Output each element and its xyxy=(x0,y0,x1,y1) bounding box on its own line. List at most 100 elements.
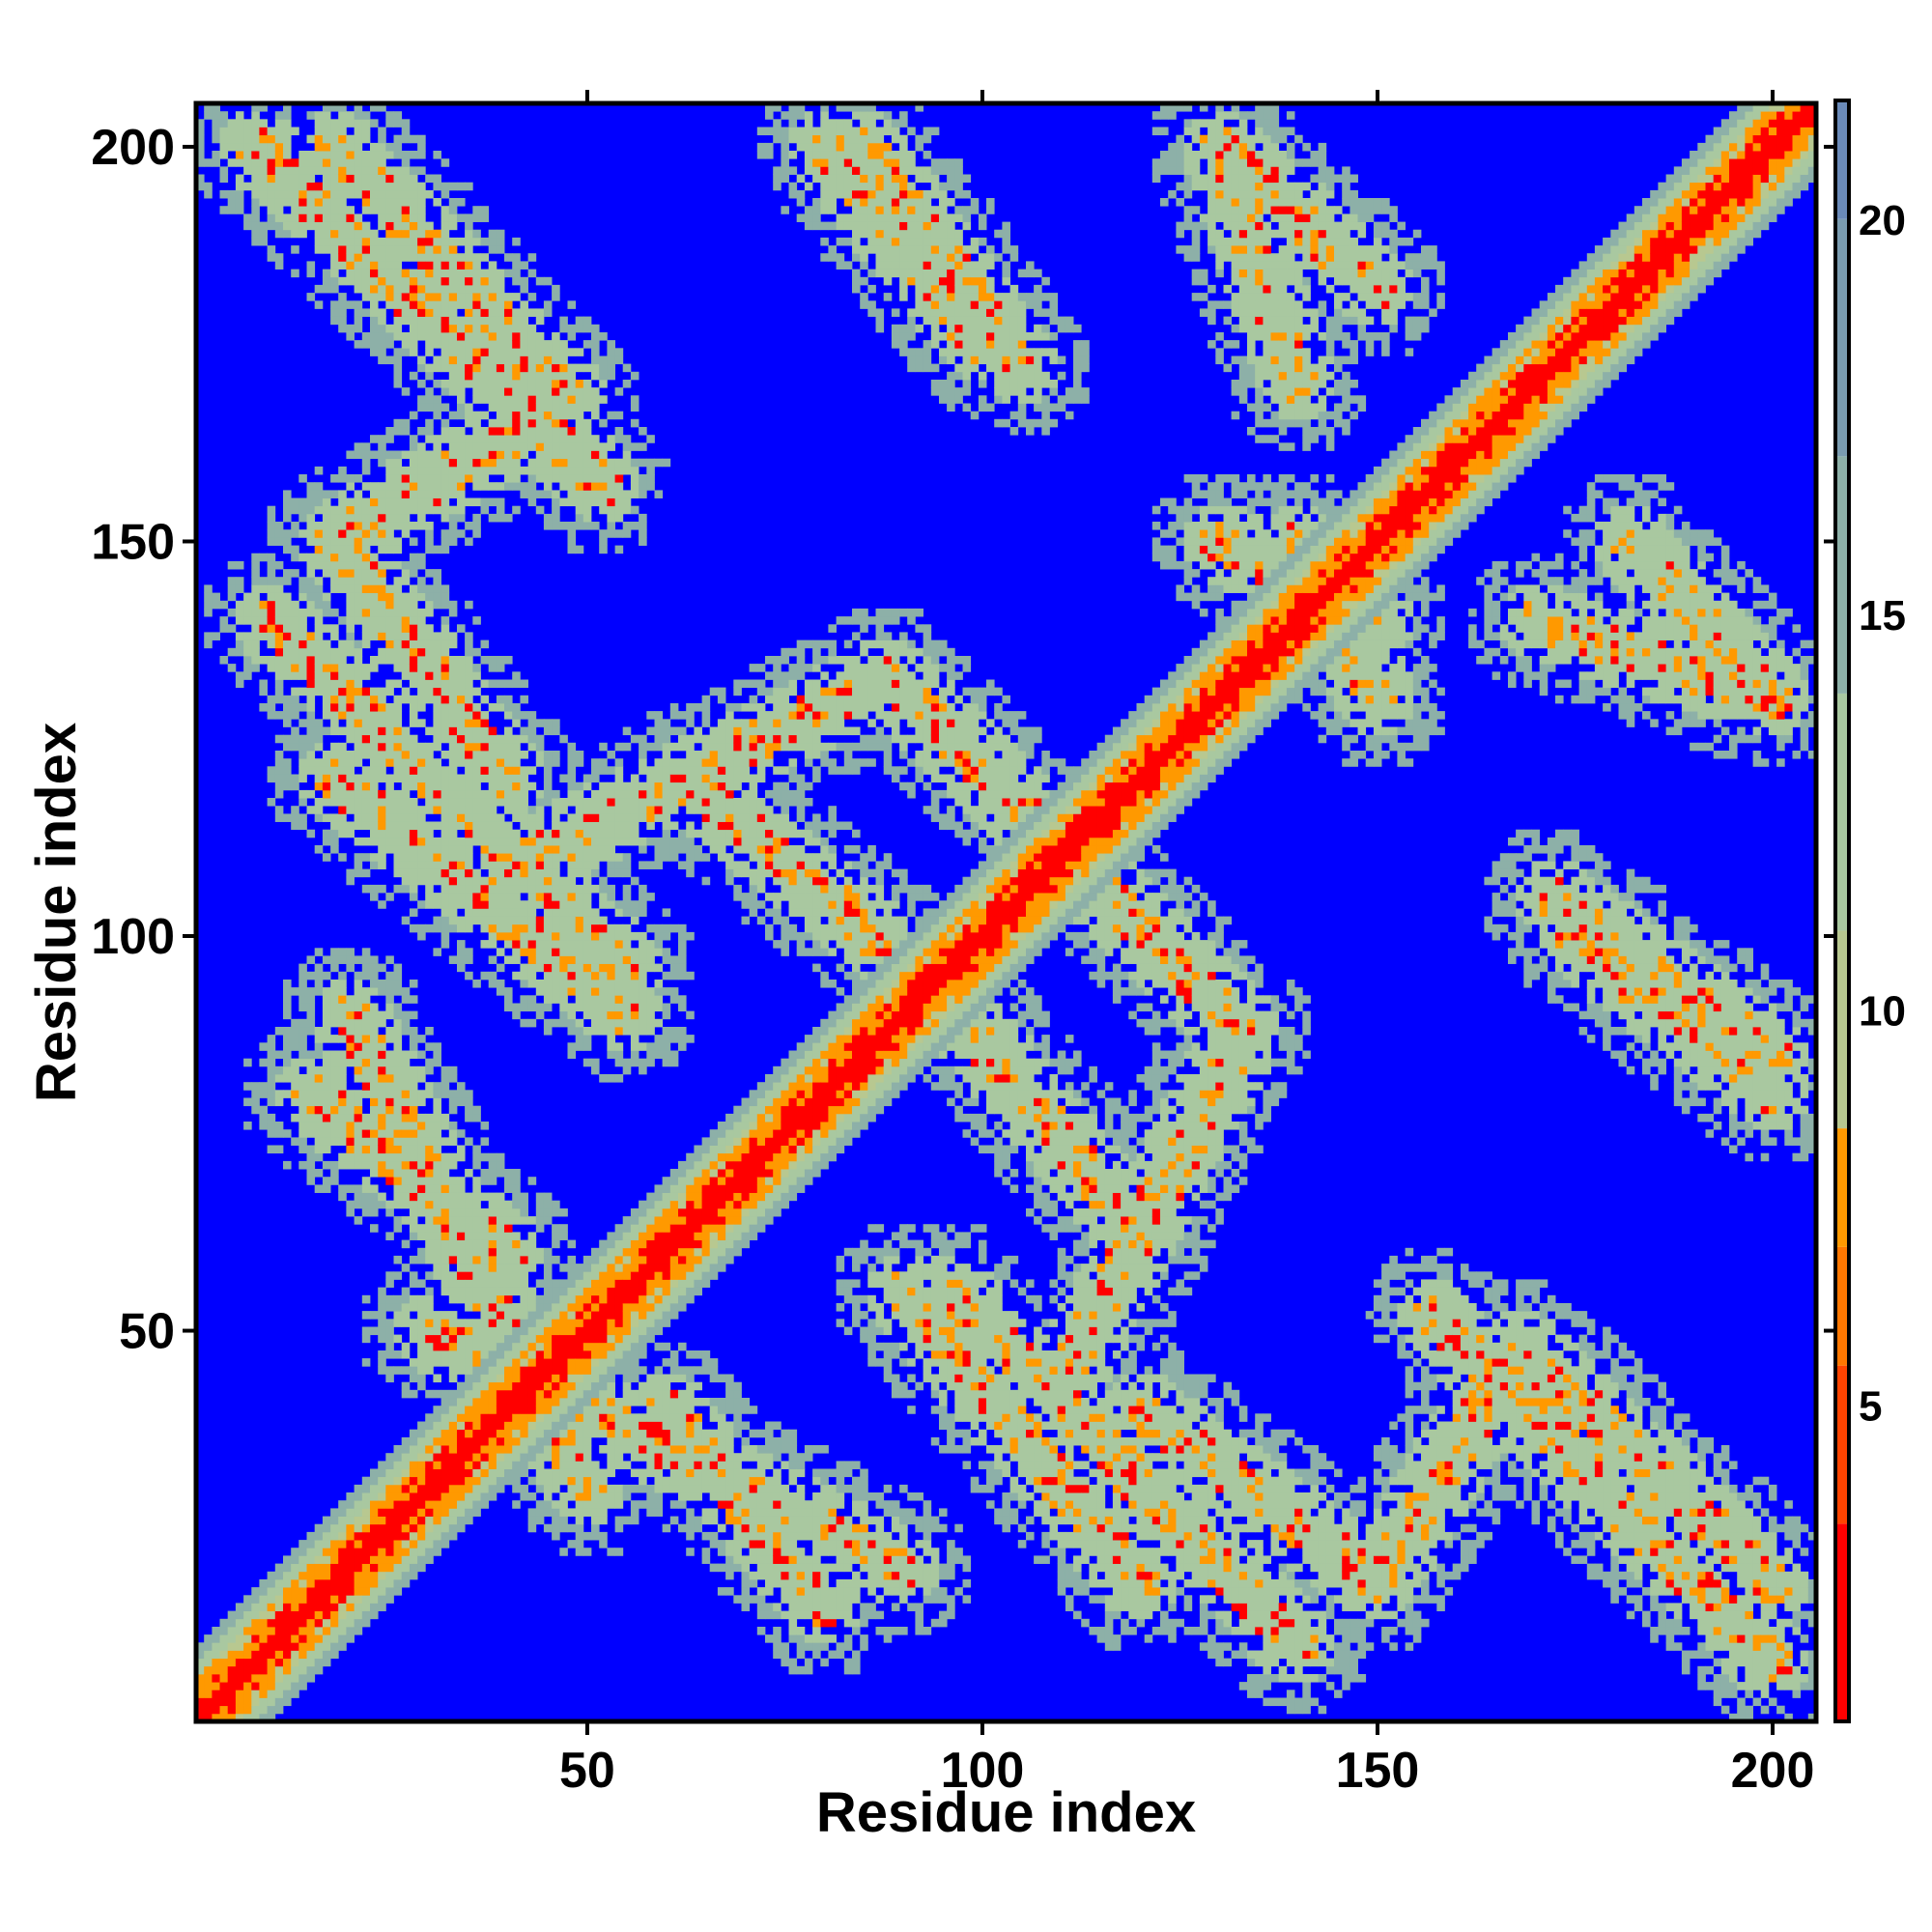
heatmap-cell xyxy=(267,127,276,136)
heatmap-cell xyxy=(346,237,355,246)
heatmap-cell xyxy=(385,253,394,262)
heatmap-cell xyxy=(480,1413,490,1422)
heatmap-cell xyxy=(330,1160,339,1170)
heatmap-cell xyxy=(409,1334,418,1344)
heatmap-cell xyxy=(361,1122,371,1130)
heatmap-cell xyxy=(361,664,371,672)
heatmap-cell xyxy=(425,569,434,578)
heatmap-cell xyxy=(306,687,316,696)
heatmap-cell xyxy=(298,703,307,712)
heatmap-cell xyxy=(330,987,339,996)
heatmap-cell xyxy=(361,1476,371,1486)
heatmap-cell xyxy=(338,639,347,649)
heatmap-cell xyxy=(259,151,268,159)
heatmap-cell xyxy=(385,711,394,720)
heatmap-cell xyxy=(330,174,339,184)
heatmap-cell xyxy=(251,1642,260,1651)
heatmap-cell xyxy=(559,1342,568,1351)
heatmap-cell xyxy=(448,182,458,191)
heatmap-cell xyxy=(354,1610,363,1620)
heatmap-cell xyxy=(582,916,592,925)
heatmap-cell xyxy=(291,1603,299,1611)
heatmap-cell xyxy=(440,332,450,341)
heatmap-cell xyxy=(306,1105,316,1115)
heatmap-cell xyxy=(575,363,584,373)
heatmap-cell xyxy=(393,884,403,894)
heatmap-cell xyxy=(496,821,505,831)
heatmap-cell xyxy=(330,1571,339,1580)
heatmap-cell xyxy=(283,639,292,649)
heatmap-cell xyxy=(401,560,411,570)
heatmap-cell xyxy=(330,1531,339,1541)
heatmap-cell xyxy=(433,1042,441,1051)
heatmap-cell xyxy=(552,751,560,759)
heatmap-cell xyxy=(385,1177,394,1185)
heatmap-cell xyxy=(204,632,213,640)
heatmap-cell xyxy=(291,624,299,633)
heatmap-cell xyxy=(322,1097,331,1107)
heatmap-cell xyxy=(520,711,528,720)
heatmap-cell xyxy=(401,837,411,846)
heatmap-cell xyxy=(393,237,403,246)
heatmap-cell xyxy=(472,1239,481,1249)
heatmap-cell xyxy=(440,1421,450,1431)
heatmap-cell xyxy=(354,853,363,862)
heatmap-cell xyxy=(291,1058,299,1067)
heatmap-cell xyxy=(520,1350,528,1359)
heatmap-cell xyxy=(607,1374,615,1383)
heatmap-cell xyxy=(227,608,237,617)
heatmap-cell xyxy=(488,1429,497,1438)
heatmap-cell xyxy=(504,269,513,278)
heatmap-cell xyxy=(361,340,371,349)
heatmap-cell xyxy=(378,490,386,498)
heatmap-cell xyxy=(291,1618,299,1628)
heatmap-cell xyxy=(520,940,528,949)
heatmap-cell xyxy=(401,664,411,672)
heatmap-cell xyxy=(504,908,513,917)
heatmap-cell xyxy=(251,229,260,239)
heatmap-cell xyxy=(599,1421,608,1431)
heatmap-cell xyxy=(496,293,505,301)
heatmap-cell xyxy=(354,1523,363,1533)
heatmap-cell xyxy=(291,545,299,554)
heatmap-cell xyxy=(472,1192,481,1202)
heatmap-cell xyxy=(582,1548,592,1556)
heatmap-cell xyxy=(567,789,577,799)
heatmap-cell xyxy=(575,1508,584,1517)
heatmap-cell xyxy=(409,893,418,901)
heatmap-cell xyxy=(370,726,379,736)
heatmap-cell xyxy=(575,1027,584,1036)
heatmap-cell xyxy=(520,348,528,356)
heatmap-cell xyxy=(559,1468,568,1478)
heatmap-cell xyxy=(338,545,347,554)
heatmap-cell xyxy=(440,158,450,167)
heatmap-cell xyxy=(298,1674,307,1683)
heatmap-cell xyxy=(488,931,497,941)
heatmap-cell xyxy=(409,1548,418,1556)
heatmap-cell xyxy=(370,253,379,262)
heatmap-cell xyxy=(401,127,411,136)
heatmap-cell xyxy=(527,963,537,973)
heatmap-cell xyxy=(480,1152,490,1162)
heatmap-cell xyxy=(361,182,371,191)
heatmap-cell xyxy=(267,1578,276,1588)
heatmap-cell xyxy=(417,553,426,562)
heatmap-cell xyxy=(527,442,537,451)
heatmap-cell xyxy=(251,237,260,246)
heatmap-cell xyxy=(582,821,592,831)
heatmap-cell xyxy=(354,671,363,680)
heatmap-cell xyxy=(535,1366,545,1375)
heatmap-cell xyxy=(433,1122,441,1130)
heatmap-cell xyxy=(409,695,418,704)
heatmap-cell xyxy=(417,355,426,365)
heatmap-cell xyxy=(575,884,584,894)
heatmap-cell xyxy=(212,1713,220,1722)
heatmap-cell xyxy=(582,1461,592,1469)
heatmap-cell xyxy=(512,1484,521,1493)
heatmap-cell xyxy=(425,687,434,696)
heatmap-cell xyxy=(306,1027,316,1036)
heatmap-cell xyxy=(243,158,252,167)
heatmap-cell xyxy=(322,560,331,570)
heatmap-cell xyxy=(607,1398,615,1406)
heatmap-cell xyxy=(401,522,411,530)
